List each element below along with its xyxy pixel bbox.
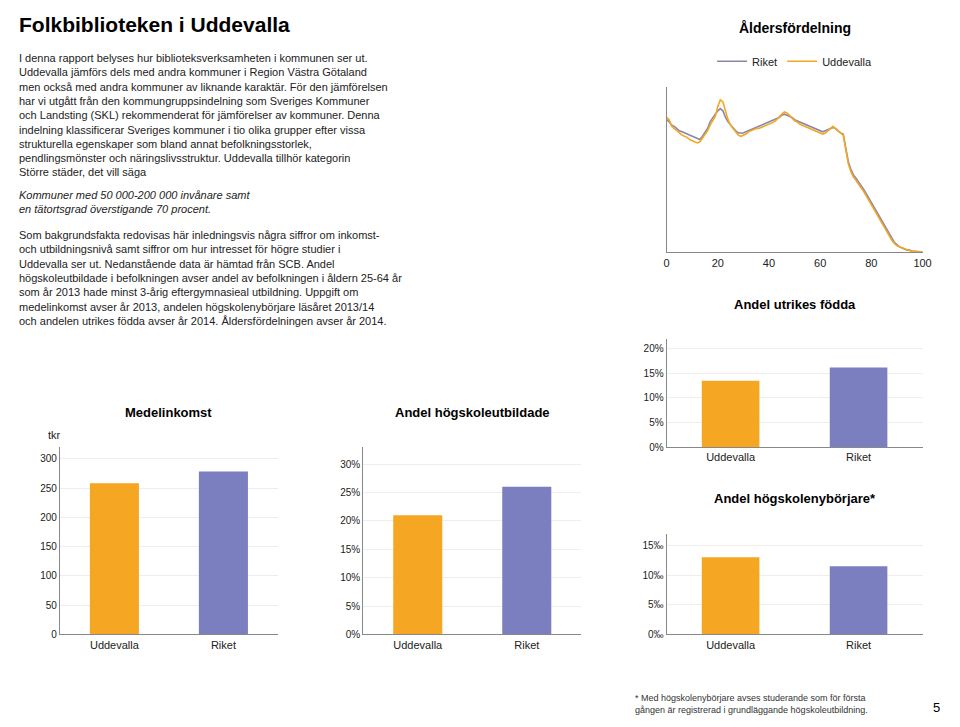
svg-text:5%: 5% bbox=[649, 417, 664, 428]
svg-text:150: 150 bbox=[40, 541, 57, 552]
svg-text:15%: 15% bbox=[644, 368, 664, 379]
svg-text:60: 60 bbox=[814, 257, 826, 269]
svg-text:Uddevalla: Uddevalla bbox=[822, 56, 872, 68]
svg-text:10%: 10% bbox=[340, 572, 360, 583]
svg-text:I denna rapport belyses hur bi: I denna rapport belyses hur biblioteksve… bbox=[19, 52, 388, 178]
svg-text:0%: 0% bbox=[346, 629, 361, 640]
svg-text:Som bakgrundsfakta redovisas h: Som bakgrundsfakta redovisas här inledni… bbox=[19, 229, 402, 327]
svg-text:5%: 5% bbox=[346, 601, 361, 612]
svg-text:5‰: 5‰ bbox=[648, 599, 664, 610]
svg-text:0%: 0% bbox=[649, 442, 664, 453]
svg-text:Uddevalla: Uddevalla bbox=[706, 639, 756, 651]
svg-text:Uddevalla: Uddevalla bbox=[393, 639, 443, 651]
svg-text:tkr: tkr bbox=[48, 429, 61, 441]
svg-text:0: 0 bbox=[664, 257, 670, 269]
svg-text:250: 250 bbox=[40, 483, 57, 494]
svg-text:100: 100 bbox=[40, 570, 57, 581]
svg-text:Riket: Riket bbox=[846, 639, 871, 651]
svg-text:Riket: Riket bbox=[846, 451, 871, 463]
svg-text:100: 100 bbox=[913, 257, 931, 269]
svg-text:Folkbiblioteken i Uddevalla: Folkbiblioteken i Uddevalla bbox=[19, 13, 290, 36]
svg-text:Riket: Riket bbox=[752, 56, 777, 68]
svg-text:300: 300 bbox=[40, 453, 57, 464]
svg-text:20: 20 bbox=[712, 257, 724, 269]
svg-text:15%: 15% bbox=[340, 544, 360, 555]
svg-text:0: 0 bbox=[51, 629, 57, 640]
svg-text:20%: 20% bbox=[644, 343, 664, 354]
svg-text:Uddevalla: Uddevalla bbox=[706, 451, 756, 463]
svg-text:* Med högskolenybörjare avses: * Med högskolenybörjare avses studerande… bbox=[635, 693, 868, 715]
svg-text:Andel högskoleutbildade: Andel högskoleutbildade bbox=[395, 405, 550, 420]
svg-text:0‰: 0‰ bbox=[648, 629, 664, 640]
svg-text:20%: 20% bbox=[340, 515, 360, 526]
svg-text:25%: 25% bbox=[340, 487, 360, 498]
svg-text:80: 80 bbox=[865, 257, 877, 269]
svg-text:50: 50 bbox=[46, 600, 58, 611]
svg-text:10%: 10% bbox=[644, 392, 664, 403]
svg-text:Riket: Riket bbox=[211, 639, 236, 651]
svg-text:Andel utrikes födda: Andel utrikes födda bbox=[734, 297, 856, 312]
svg-text:Riket: Riket bbox=[514, 639, 539, 651]
svg-text:10‰: 10‰ bbox=[642, 570, 663, 581]
svg-text:Andel högskolenybörjare*: Andel högskolenybörjare* bbox=[714, 491, 876, 506]
svg-text:Uddevalla: Uddevalla bbox=[90, 639, 140, 651]
svg-text:30%: 30% bbox=[340, 459, 360, 470]
svg-text:Kommuner med 50 000-200 000 in: Kommuner med 50 000-200 000 invånare sam… bbox=[19, 189, 250, 215]
svg-text:200: 200 bbox=[40, 512, 57, 523]
svg-text:40: 40 bbox=[763, 257, 775, 269]
svg-text:Åldersfördelning: Åldersfördelning bbox=[739, 20, 851, 36]
svg-text:Medelinkomst: Medelinkomst bbox=[125, 405, 212, 420]
svg-text:15‰: 15‰ bbox=[642, 540, 663, 551]
svg-text:5: 5 bbox=[933, 700, 940, 715]
